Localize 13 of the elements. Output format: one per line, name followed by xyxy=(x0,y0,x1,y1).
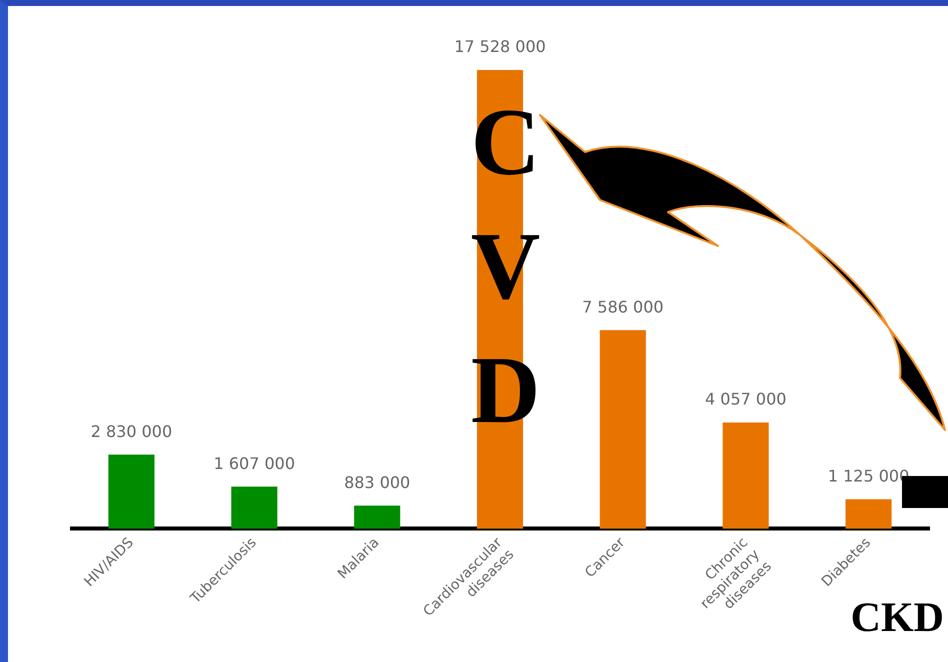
bar xyxy=(722,422,769,529)
bar xyxy=(354,506,400,529)
text: CKD xyxy=(850,594,944,642)
data-label: 17 528 000 xyxy=(454,37,546,56)
bar xyxy=(600,330,646,529)
data-label: 4 057 000 xyxy=(704,390,786,409)
data-label: 883 000 xyxy=(344,472,410,492)
bar xyxy=(231,486,278,529)
bar xyxy=(108,454,154,529)
data-label: 7 586 000 xyxy=(582,297,664,316)
bar xyxy=(846,499,892,529)
data-label: 1 607 000 xyxy=(214,454,296,473)
data-label: 2 830 000 xyxy=(90,422,172,441)
